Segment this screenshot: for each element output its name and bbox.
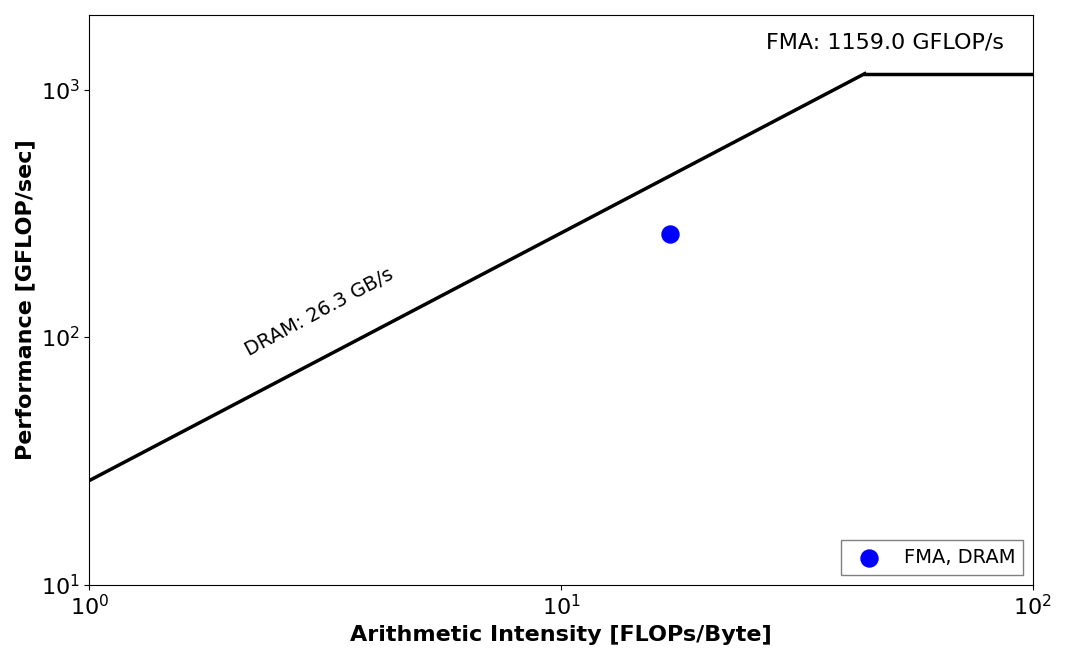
- FMA, DRAM: [662, 229, 679, 240]
- Text: DRAM: 26.3 GB/s: DRAM: 26.3 GB/s: [242, 265, 397, 360]
- X-axis label: Arithmetic Intensity [FLOPs/Byte]: Arithmetic Intensity [FLOPs/Byte]: [350, 625, 771, 645]
- Y-axis label: Performance [GFLOP/sec]: Performance [GFLOP/sec]: [15, 139, 35, 460]
- Legend: FMA, DRAM: FMA, DRAM: [842, 541, 1023, 575]
- Text: FMA: 1159.0 GFLOP/s: FMA: 1159.0 GFLOP/s: [766, 32, 1004, 52]
